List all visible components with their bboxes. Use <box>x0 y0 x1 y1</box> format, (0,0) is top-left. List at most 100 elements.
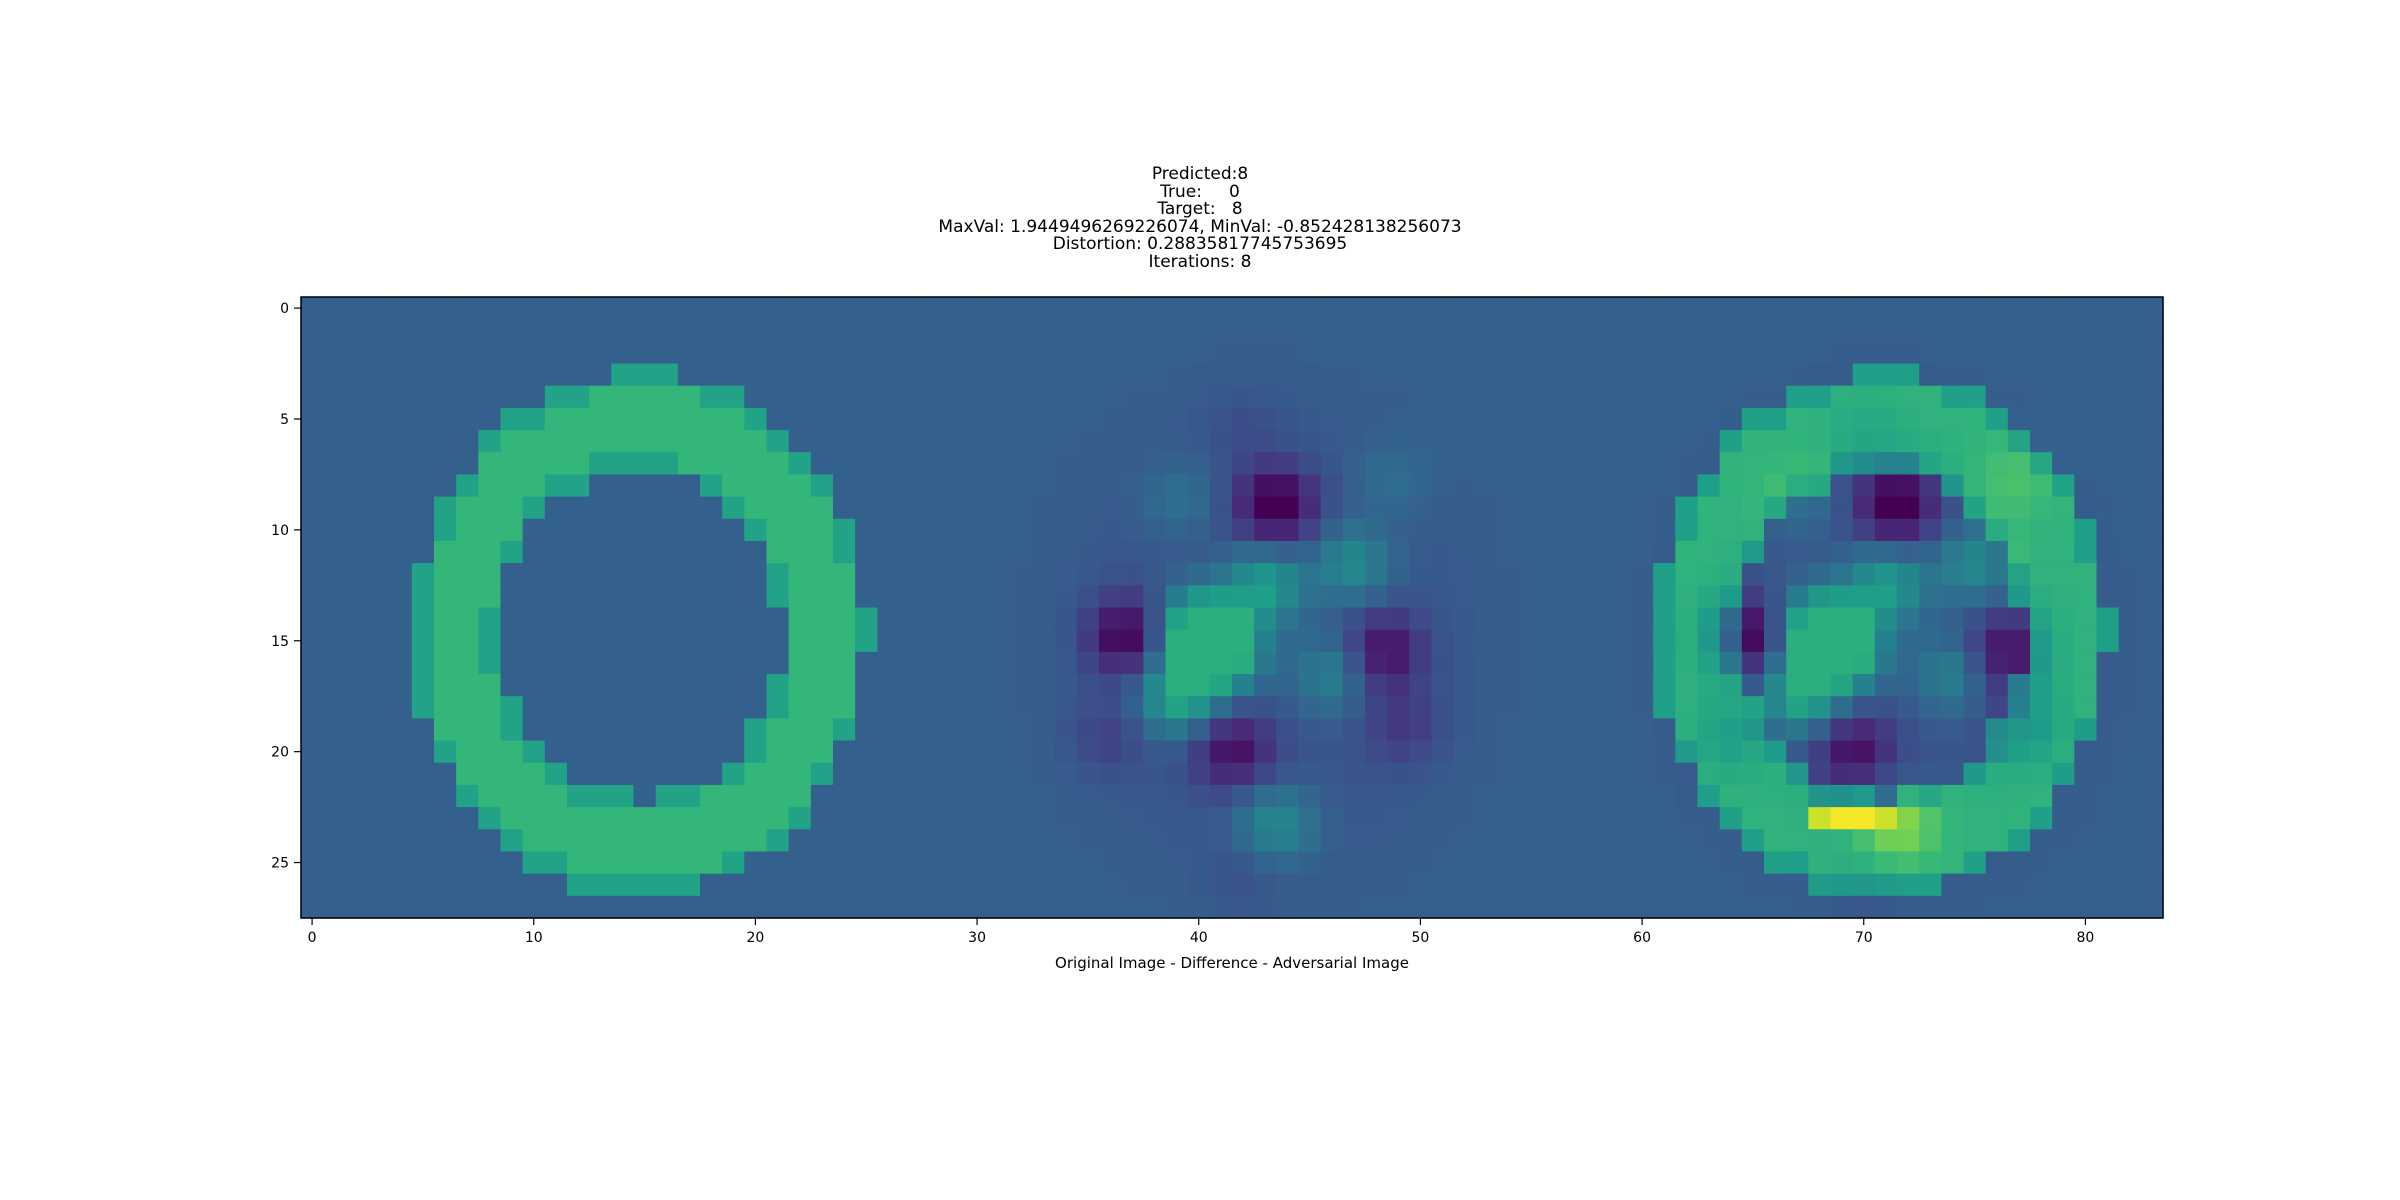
heatmap-cell <box>899 607 923 631</box>
heatmap-cell <box>1631 341 1654 365</box>
heatmap-cell <box>1254 496 1277 520</box>
heatmap-cell <box>1431 873 1455 897</box>
heatmap-cell <box>1254 873 1277 897</box>
heatmap-cell <box>677 873 701 897</box>
heatmap-cell <box>1741 540 1765 564</box>
heatmap-cell <box>1564 873 1588 897</box>
heatmap-cell <box>1320 762 1344 786</box>
heatmap-cell <box>1209 474 1233 498</box>
heatmap-cell <box>1874 629 1898 653</box>
heatmap-cell <box>1985 297 2009 320</box>
heatmap-cell <box>855 873 878 897</box>
heatmap-cell <box>855 740 878 764</box>
x-tick-label: 70 <box>1855 930 1873 946</box>
heatmap-cell <box>855 718 878 742</box>
heatmap-cell <box>1697 563 1721 586</box>
heatmap-cell <box>456 518 479 542</box>
heatmap-cell <box>1431 430 1455 453</box>
heatmap-cell <box>1586 585 1610 609</box>
heatmap-cell <box>1852 674 1876 697</box>
heatmap-cell <box>411 873 435 897</box>
heatmap-cell <box>367 607 391 631</box>
heatmap-cell <box>1143 563 1167 586</box>
heatmap-cell <box>921 829 945 853</box>
heatmap-cell <box>1985 319 2009 342</box>
heatmap-cell <box>1475 319 1499 342</box>
heatmap-cell <box>301 297 324 320</box>
heatmap-cell <box>1121 518 1144 542</box>
heatmap-cell <box>722 851 745 875</box>
heatmap-cell <box>544 496 568 520</box>
heatmap-cell <box>1076 895 1100 919</box>
heatmap-cell <box>1786 496 1809 520</box>
heatmap-cell <box>1564 452 1588 476</box>
heatmap-cell <box>589 696 612 719</box>
heatmap-cell <box>2074 407 2098 431</box>
heatmap-cell <box>1919 297 1942 320</box>
heatmap-cell <box>1365 696 1388 719</box>
heatmap-cell <box>633 518 657 542</box>
heatmap-cell <box>1143 363 1167 387</box>
y-tick-label: 15 <box>271 634 289 650</box>
heatmap-cell <box>589 651 612 675</box>
heatmap-cell <box>1741 651 1765 675</box>
heatmap-cell <box>1919 873 1942 897</box>
heatmap-cell <box>1675 851 1699 875</box>
heatmap-cell <box>1054 319 1078 342</box>
heatmap-cell <box>1586 784 1610 808</box>
heatmap-cell <box>1897 585 1920 609</box>
heatmap-cell <box>478 341 502 365</box>
heatmap-cell <box>411 718 435 742</box>
heatmap-cell <box>921 895 945 919</box>
heatmap-cell <box>1032 607 1056 631</box>
heatmap-cell <box>1520 319 1543 342</box>
heatmap-cell <box>1143 629 1167 653</box>
heatmap-cell <box>1054 784 1078 808</box>
heatmap-cell <box>1209 696 1233 719</box>
heatmap-cell <box>411 851 435 875</box>
heatmap-cell <box>1608 807 1632 830</box>
heatmap-cell <box>1874 585 1898 609</box>
heatmap-cell <box>1054 430 1078 453</box>
heatmap-cell <box>966 607 989 631</box>
heatmap-cell <box>1143 430 1167 453</box>
heatmap-cell <box>411 496 435 520</box>
heatmap-cell <box>1963 629 1987 653</box>
heatmap-cell <box>478 385 502 409</box>
heatmap-cell <box>1475 496 1499 520</box>
heatmap-cell <box>1498 607 1521 631</box>
heatmap-cell <box>1010 696 1034 719</box>
heatmap-cell <box>544 740 568 764</box>
heatmap-cell <box>1675 385 1699 409</box>
heatmap-cell <box>2118 319 2142 342</box>
heatmap-cell <box>833 540 856 564</box>
heatmap-cell <box>1121 563 1144 586</box>
heatmap-cell <box>2030 895 2053 919</box>
heatmap-cell <box>1076 319 1100 342</box>
heatmap-cell <box>522 895 546 919</box>
heatmap-cell <box>500 518 524 542</box>
heatmap-cell <box>1054 696 1078 719</box>
heatmap-cell <box>1365 496 1388 520</box>
heatmap-cell <box>1653 629 1676 653</box>
heatmap-cell <box>1254 851 1277 875</box>
heatmap-cell <box>899 651 923 675</box>
heatmap-cell <box>611 363 635 387</box>
heatmap-cell <box>522 341 546 365</box>
heatmap-cell <box>1764 696 1787 719</box>
heatmap-cell <box>2030 784 2053 808</box>
heatmap-cell <box>1963 784 1987 808</box>
heatmap-cell <box>2030 607 2053 631</box>
heatmap-cell <box>544 540 568 564</box>
heatmap-cell <box>1564 385 1588 409</box>
heatmap-cell <box>1741 718 1765 742</box>
heatmap-cell <box>921 563 945 586</box>
heatmap-cell <box>1631 873 1654 897</box>
heatmap-cell <box>1121 452 1144 476</box>
heatmap-cell <box>1586 895 1610 919</box>
heatmap-cell <box>966 563 989 586</box>
heatmap-cell <box>1320 718 1344 742</box>
heatmap-cell <box>2074 651 2098 675</box>
heatmap-cell <box>1387 297 1410 320</box>
heatmap-cell <box>1365 807 1388 830</box>
